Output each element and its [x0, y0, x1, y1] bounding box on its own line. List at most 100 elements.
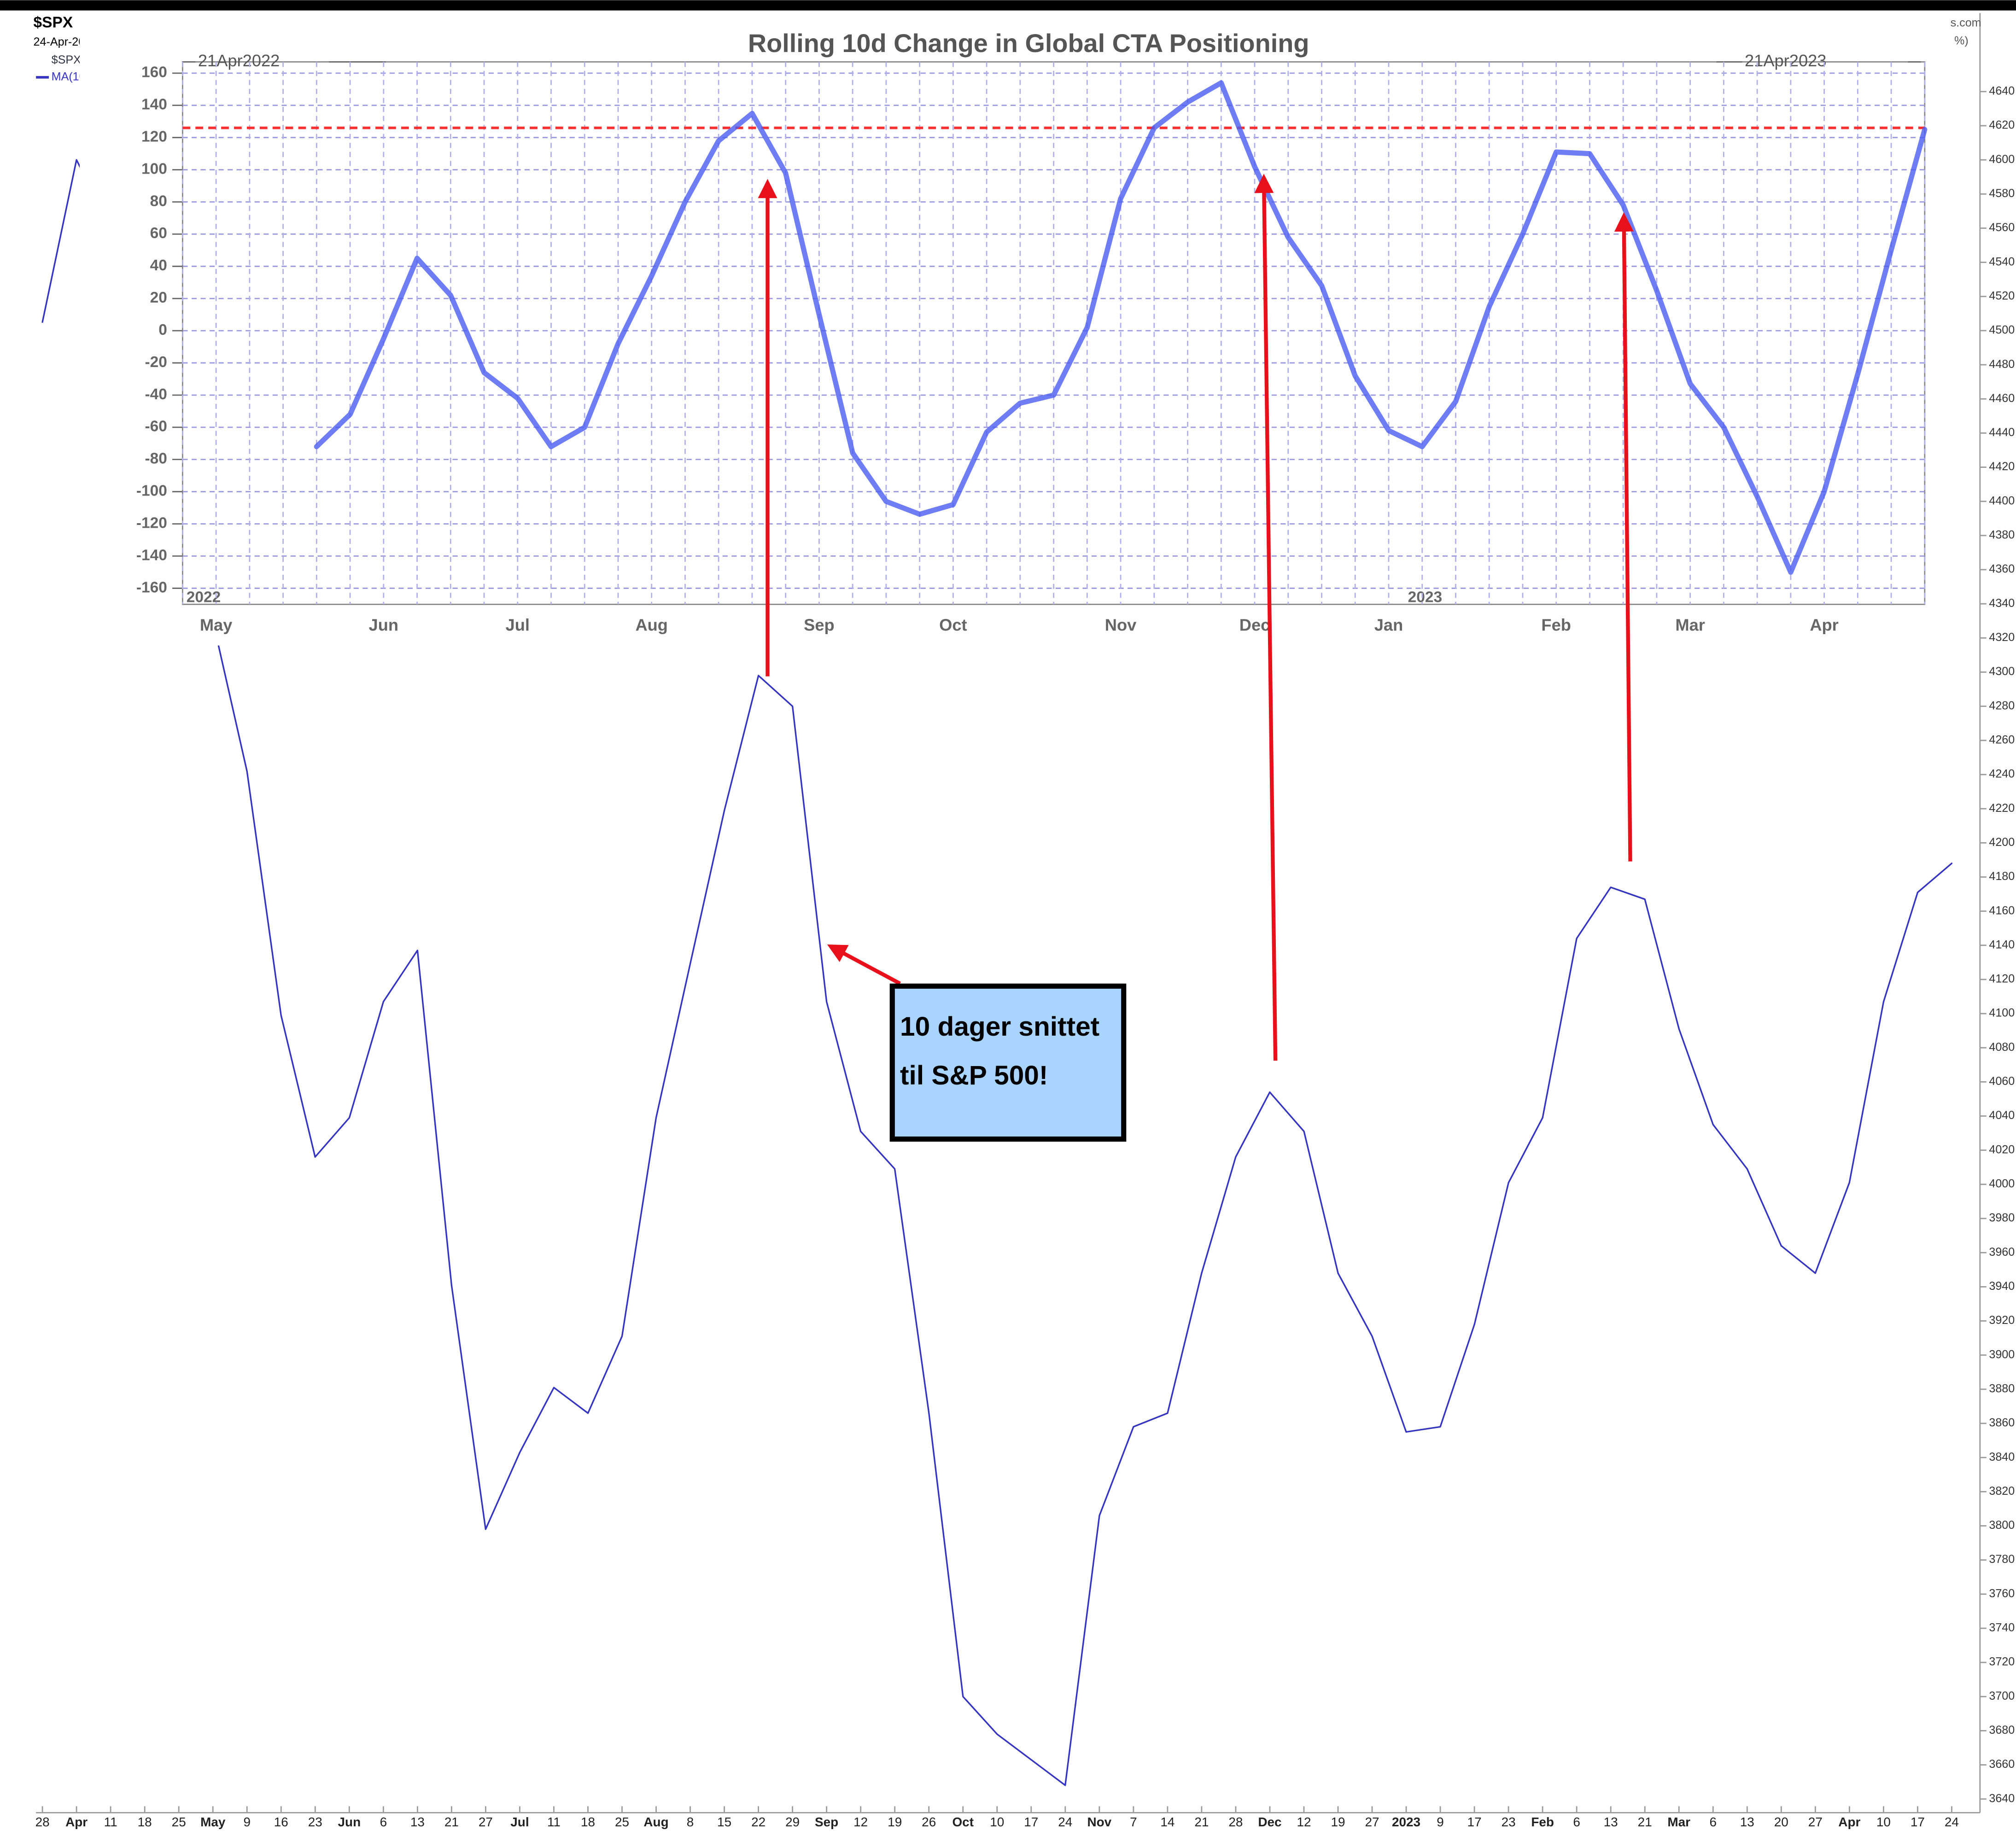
y-tick-label: 20: [150, 289, 167, 306]
x-tick-label: 6: [380, 1815, 387, 1829]
x-tick-label: 23: [1502, 1815, 1516, 1829]
x-tick-label: 17: [1911, 1815, 1925, 1829]
year-label: 2023: [1408, 589, 1443, 606]
y-tick-label: 4240: [1989, 768, 2015, 781]
y-tick-label: -100: [136, 483, 167, 500]
y-tick-label: 3920: [1989, 1314, 2015, 1327]
x-tick-label: Aug: [643, 1815, 668, 1829]
y-tick-label: 3960: [1989, 1246, 2015, 1259]
y-tick-label: 3900: [1989, 1348, 2015, 1361]
x-tick-label: 10: [990, 1815, 1004, 1829]
y-tick-label: 3860: [1989, 1416, 2015, 1429]
x-tick-label: 28: [1228, 1815, 1243, 1829]
x-tick-label: 24: [1945, 1815, 1959, 1829]
y-tick-label: -80: [145, 450, 167, 467]
y-tick-label: 4620: [1989, 119, 2015, 132]
year-label: 2022: [187, 589, 221, 606]
top-bar: [0, 0, 2016, 11]
arrow: [827, 944, 901, 985]
y-tick-label: 4340: [1989, 597, 2015, 610]
x-tick-label: 13: [1740, 1815, 1754, 1829]
x-tick-label: 29: [785, 1815, 800, 1829]
x-tick-label: 16: [274, 1815, 288, 1829]
x-tick-label: 10: [1876, 1815, 1891, 1829]
y-tick-label: 3680: [1989, 1724, 2015, 1737]
y-tick-label: 4080: [1989, 1041, 2015, 1054]
x-tick-label: 18: [138, 1815, 152, 1829]
x-tick-label: 17: [1024, 1815, 1038, 1829]
spx-title: $SPX: [34, 14, 73, 31]
note: %): [1954, 34, 1969, 47]
y-tick-label: 4380: [1989, 529, 2015, 542]
x-tick-label: 23: [308, 1815, 322, 1829]
y-tick-label: 3800: [1989, 1519, 2015, 1532]
y-tick-label: 4640: [1989, 85, 2015, 98]
x-tick-label: Aug: [635, 615, 668, 634]
y-tick-label: 4100: [1989, 1007, 2015, 1020]
y-tick-label: 4480: [1989, 358, 2015, 371]
x-tick-label: 11: [547, 1815, 561, 1829]
x-tick-label: Jun: [338, 1815, 361, 1829]
y-tick-label: 3720: [1989, 1655, 2015, 1668]
x-tick-label: Dec: [1239, 615, 1270, 634]
y-tick-label: 3840: [1989, 1451, 2015, 1463]
x-tick-label: 17: [1467, 1815, 1482, 1829]
spx-chart: $SPX S& 24-Apr-202 $SPX MA(10) s.com %) …: [34, 13, 2015, 1829]
y-tick-label: 3700: [1989, 1690, 2015, 1702]
y-tick-label: -20: [145, 354, 167, 371]
x-tick-label: May: [200, 1815, 226, 1829]
y-tick-label: 3940: [1989, 1280, 2015, 1293]
source: s.com: [1951, 16, 1981, 29]
x-tick-label: Dec: [1258, 1815, 1281, 1829]
y-tick-label: 4200: [1989, 836, 2015, 849]
end-label: 21Apr2023: [1745, 51, 1826, 70]
y-tick-label: 4040: [1989, 1109, 2015, 1122]
x-tick-label: Jul: [506, 615, 530, 634]
y-tick-label: 4180: [1989, 870, 2015, 883]
arrow: [1614, 212, 1634, 862]
annotations: [758, 174, 1634, 1061]
y-tick-label: 4400: [1989, 494, 2015, 507]
y-tick-label: 4500: [1989, 324, 2015, 337]
x-tick-label: Jun: [369, 615, 398, 634]
x-tick-label: Nov: [1087, 1815, 1111, 1829]
y-tick-label: 4560: [1989, 221, 2015, 234]
y-tick-label: 140: [141, 96, 167, 113]
y-tick-label: 4220: [1989, 802, 2015, 815]
x-tick-label: Apr: [1810, 615, 1838, 634]
annotation-text: 10 dager snittet: [900, 1012, 1099, 1042]
x-tick-label: 22: [751, 1815, 765, 1829]
y-tick-label: 60: [150, 225, 167, 242]
x-tick-label: Feb: [1531, 1815, 1554, 1829]
x-tick-label: Apr: [1838, 1815, 1860, 1829]
y-tick-label: 0: [158, 321, 167, 338]
y-tick-label: 4520: [1989, 289, 2015, 302]
x-tick-label: 13: [410, 1815, 425, 1829]
y-tick-label: 160: [141, 64, 167, 81]
x-tick-label: 9: [1437, 1815, 1444, 1829]
x-tick-label: 14: [1160, 1815, 1175, 1829]
x-tick-label: 27: [479, 1815, 493, 1829]
annotation-box: [889, 983, 1127, 1142]
x-tick-label: Sep: [815, 1815, 838, 1829]
x-tick-label: Feb: [1541, 615, 1571, 634]
x-tick-label: 2023: [1392, 1815, 1420, 1829]
x-tick-label: 25: [172, 1815, 186, 1829]
x-tick-label: 25: [615, 1815, 629, 1829]
x-tick-label: 27: [1365, 1815, 1379, 1829]
start-label: 21Apr2022: [198, 51, 280, 70]
annotation-text: til S&P 500!: [900, 1061, 1048, 1090]
y-tick-label: 4140: [1989, 938, 2015, 951]
y-tick-label: 3880: [1989, 1382, 2015, 1395]
y-tick-label: 4320: [1989, 631, 2015, 644]
y-tick-label: 4280: [1989, 699, 2015, 712]
y-tick-label: 4440: [1989, 426, 2015, 439]
x-tick-label: Jan: [1374, 615, 1403, 634]
data-line: [314, 80, 1928, 575]
y-tick-label: -120: [136, 514, 167, 531]
x-tick-label: 11: [104, 1815, 117, 1829]
x-tick-label: 12: [853, 1815, 868, 1829]
cta-inset: Rolling 10d Change in Global CTA Positio…: [80, 18, 1936, 646]
y-tick-label: 3820: [1989, 1485, 2015, 1498]
y-tick-label: 4160: [1989, 904, 2015, 917]
